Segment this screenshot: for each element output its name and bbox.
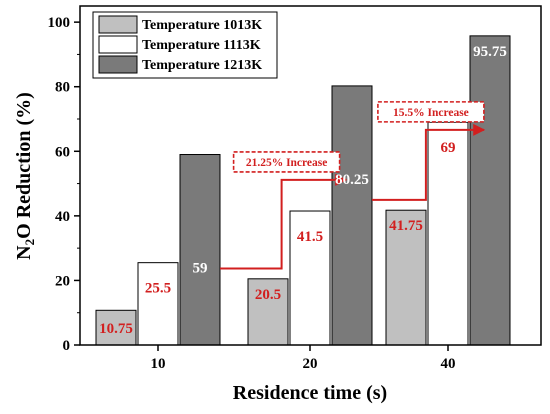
legend-swatch-2 [98,55,138,74]
bar-2-0 [179,154,221,346]
annotations-layer: 21.25% Increase 15.5% Increase [220,101,486,270]
x-axis-title: Residence time (s) [233,382,387,404]
y-tick-label-4: 80 [55,80,70,96]
bar-0-0 [95,309,137,346]
bar-2-2 [469,35,511,346]
legend-label-1: Temperature 1113K [142,38,261,53]
annotation-arrow-1 [372,123,486,201]
bar-0-1 [247,278,289,346]
annotation-box-0 [232,151,341,173]
y-tick-label-1: 20 [55,273,70,289]
y-tick-label-2: 40 [55,209,70,225]
data-label-0-2: 41.75 [389,218,423,234]
data-label-2-2: 95.75 [473,44,507,60]
bars-layer [95,35,511,346]
bar-0-2 [385,209,427,346]
annotation-box-1 [377,101,485,123]
data-label-1-2: 69 [441,140,456,156]
data-labels-layer: 10.75 20.5 41.75 25.5 41.5 69 59 80.25 95.75 [99,44,507,337]
data-label-0-1: 20.5 [255,287,281,303]
y-tick-label-3: 60 [55,144,70,160]
bar-1-1 [289,210,331,346]
y-axis: 0 20 40 60 80 100 [48,15,80,354]
legend: Temperature 1013K Temperature 1113K Temper… [92,11,278,79]
bar-1-0 [137,262,179,346]
y-tick-label-5: 100 [48,15,71,31]
y-tick-label-0: 0 [63,338,71,354]
legend-swatch-0 [98,15,138,34]
data-label-2-0: 59 [193,261,208,277]
y-axis-title-part-1: N [13,245,35,260]
x-axis: 10 20 40 [151,345,456,372]
y-axis-title-subscript: 2 [22,239,37,246]
y-axis-title-part-2: O Reduction (%) [13,92,35,239]
x-tick-label-0: 10 [151,356,166,372]
y-axis-title: N2O Reduction (%) [13,92,37,260]
annotation-text-0: 21.25% Increase [246,157,328,169]
data-label-0-0: 10.75 [99,321,133,337]
annotation-arrow-0 [220,173,348,270]
bar-2-1 [331,85,373,346]
data-label-1-0: 25.5 [145,281,171,297]
data-label-2-1: 80.25 [335,172,369,188]
x-tick-label-1: 20 [303,356,318,372]
data-label-1-1: 41.5 [297,229,323,245]
annotation-text-1: 15.5% Increase [393,107,469,119]
legend-label-2: Temperature 1213K [142,58,262,73]
x-tick-label-2: 40 [441,356,456,372]
legend-label-0: Temperature 1013K [142,18,262,33]
legend-swatch-1 [98,35,138,54]
